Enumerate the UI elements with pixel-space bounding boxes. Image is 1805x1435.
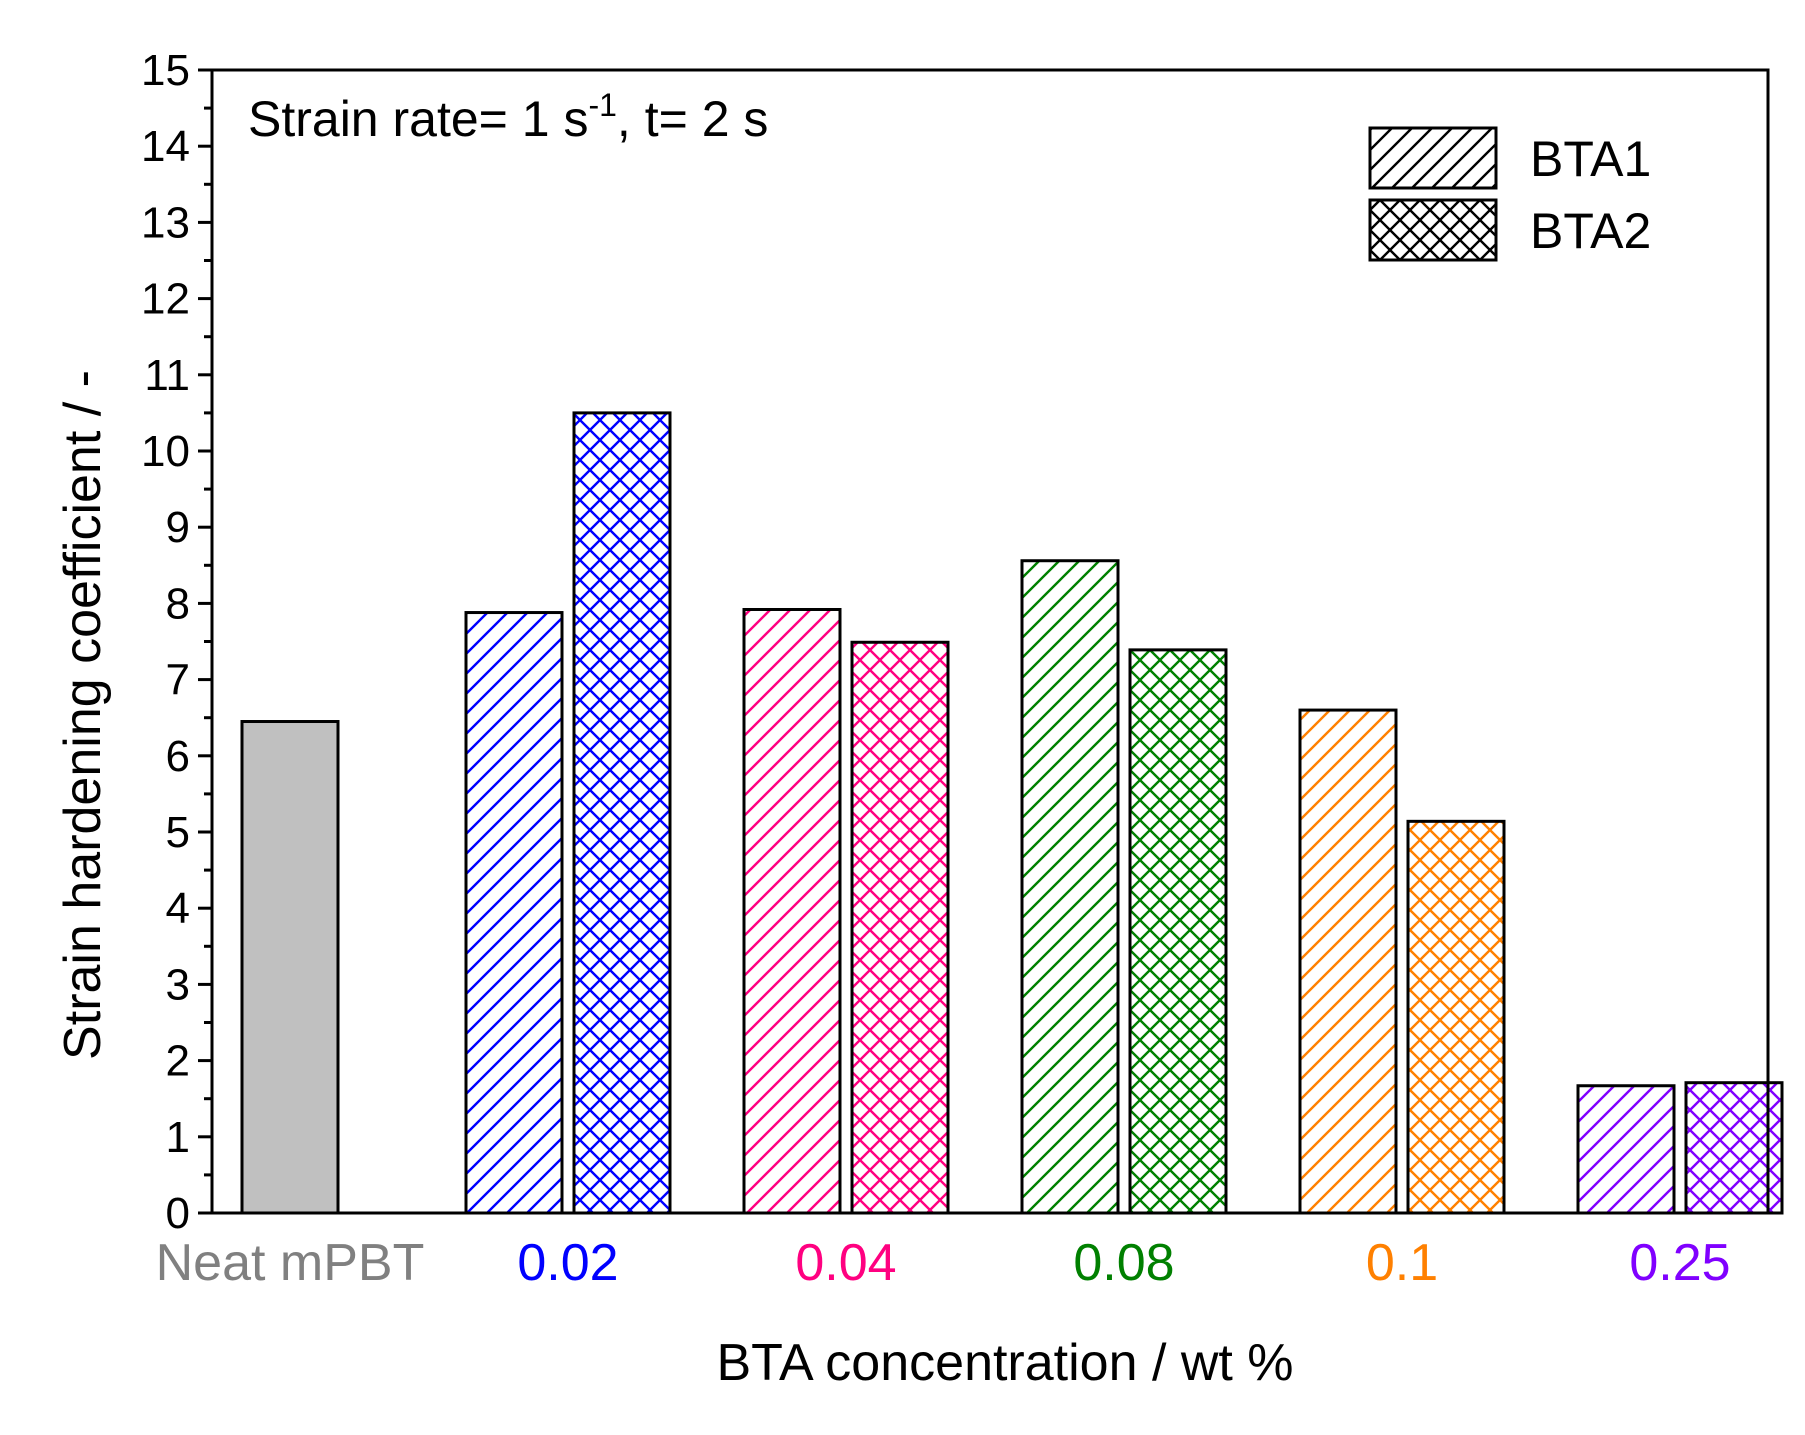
bar-0.1-bta1	[1298, 708, 1398, 1215]
bar-0.08-bta2	[1128, 648, 1228, 1215]
y-tick-label: 3	[166, 960, 190, 1009]
bar-0.02-bta1	[464, 611, 564, 1215]
y-tick-label: 9	[166, 503, 190, 552]
bar-0.04-bta2	[850, 640, 950, 1215]
x-axis-title: BTA concentration / wt %	[716, 1334, 1293, 1392]
x-axis-categories: Neat mPBT 0.02 0.04 0.08 0.1 0.25	[156, 1234, 1731, 1292]
legend-swatch-bta2	[1368, 198, 1498, 262]
y-tick-label: 11	[144, 351, 190, 400]
annotation-suffix: , t= 2 s	[617, 91, 768, 147]
bar-0.04-bta1	[742, 607, 842, 1215]
y-tick-label: 15	[141, 46, 190, 95]
bar-neat-mpbt-neat	[240, 720, 340, 1215]
annotation-prefix: Strain rate= 1 s	[248, 91, 588, 147]
y-tick-label: 5	[166, 808, 190, 857]
x-tick-label: 0.02	[517, 1234, 618, 1292]
y-tick-label: 4	[166, 884, 190, 933]
bar-0.1-bta2	[1406, 819, 1506, 1215]
y-tick-label: 7	[166, 656, 190, 705]
chart-annotation: Strain rate= 1 s-1, t= 2 s	[248, 87, 768, 147]
legend-label-bta2: BTA2	[1530, 203, 1651, 259]
legend-label-bta1: BTA1	[1530, 131, 1651, 187]
y-tick-label: 1	[166, 1113, 190, 1162]
y-tick-label: 0	[166, 1189, 190, 1238]
y-tick-label: 12	[141, 275, 190, 324]
y-tick-label: 6	[166, 732, 190, 781]
y-tick-label: 8	[166, 579, 190, 628]
bar-0.02-bta2	[572, 411, 672, 1215]
y-tick-label: 13	[141, 198, 190, 247]
bar-0.25-bta2	[1684, 1081, 1784, 1215]
annotation-superscript: -1	[588, 87, 616, 123]
y-tick-label: 10	[141, 427, 190, 476]
x-tick-label: 0.25	[1629, 1234, 1730, 1292]
legend-swatch-bta1	[1368, 126, 1498, 190]
bar-0.25-bta1	[1576, 1084, 1676, 1215]
x-tick-label: 0.08	[1073, 1234, 1174, 1292]
legend: BTA1 BTA2	[1368, 126, 1651, 262]
bar-0.08-bta1	[1020, 559, 1120, 1215]
y-axis-title: Strain hardening coefficient / -	[54, 370, 112, 1060]
y-tick-label: 14	[141, 122, 190, 171]
x-tick-label: 0.04	[795, 1234, 896, 1292]
x-tick-label: Neat mPBT	[156, 1234, 425, 1292]
x-tick-label: 0.1	[1366, 1234, 1438, 1292]
y-tick-label: 2	[166, 1037, 190, 1086]
bars-layer	[240, 411, 1784, 1215]
